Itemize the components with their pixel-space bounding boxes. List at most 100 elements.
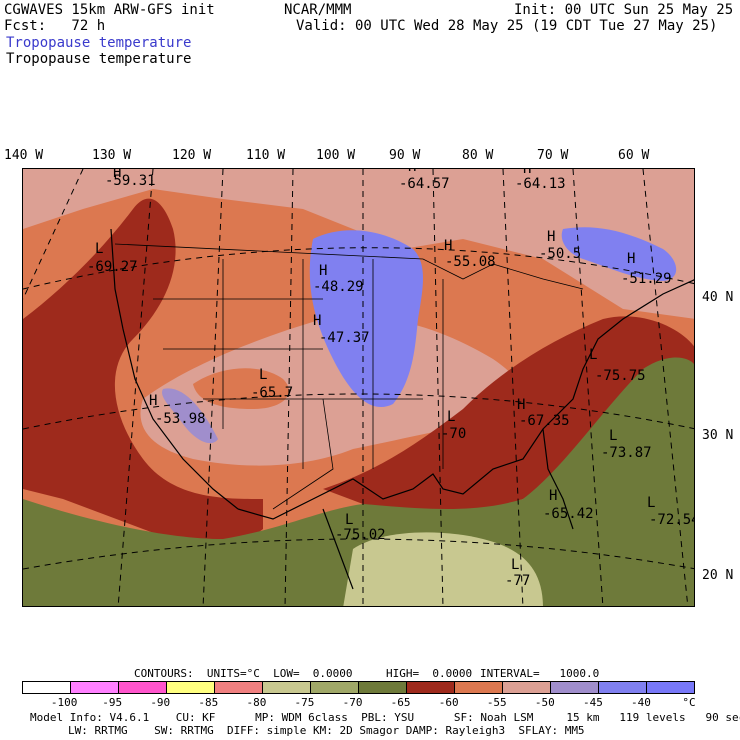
extremum-type: H xyxy=(549,488,557,504)
colorbar-segment xyxy=(119,682,167,693)
field-fill-darkred-pacific xyxy=(23,198,263,559)
lon-label: 130 W xyxy=(92,148,132,163)
extremum-type: H xyxy=(149,393,157,409)
field-fill-khaki-gulf xyxy=(343,532,543,606)
lon-label: 70 W xyxy=(537,148,569,163)
field-fill-pink-north xyxy=(23,169,694,319)
extremum-value: -65.42 xyxy=(543,506,594,522)
valid-time: Valid: 00 UTC Wed 28 May 25 (19 CDT Tue … xyxy=(296,18,718,34)
colorbar xyxy=(22,681,695,694)
colorbar-segment xyxy=(503,682,551,693)
contour-units: CONTOURS: UNITS=°C LOW= 0.0000 xyxy=(134,667,353,680)
lon-label: 120 W xyxy=(172,148,212,163)
colorbar-segment xyxy=(599,682,647,693)
lon-label: 90 W xyxy=(389,148,421,163)
extremum-value: -64.13 xyxy=(515,176,566,192)
extrema-labels: H -59.31 L -69.27 H -64.57 H -64.13 H -4… xyxy=(87,169,695,589)
extremum-value: -48.29 xyxy=(313,279,364,295)
extremum-type: H xyxy=(547,229,555,245)
graticule xyxy=(23,169,694,606)
map-canvas: H -59.31 L -69.27 H -64.57 H -64.13 H -4… xyxy=(23,169,695,606)
colorbar-tick-label: -70 xyxy=(342,696,363,709)
field-fill-purple-southwest xyxy=(162,388,218,444)
tropopause-temperature-map: H -59.31 L -69.27 H -64.57 H -64.13 H -4… xyxy=(22,168,695,607)
field-fill-blue-northeast xyxy=(561,227,677,281)
colorbar-tick-label: -95 xyxy=(102,696,123,709)
extremum-type: L xyxy=(609,428,617,444)
lat-label: 30 N xyxy=(702,428,734,443)
extremum-type: L xyxy=(647,495,655,511)
colorbar-segment xyxy=(551,682,599,693)
field-name-secondary: Tropopause temperature xyxy=(6,51,192,67)
colorbar-segment xyxy=(407,682,455,693)
extremum-value: -59.31 xyxy=(105,173,156,189)
model-info-line1: Model Info: V4.6.1 CU: KF MP: WDM 6class… xyxy=(30,711,740,724)
colorbar-tick-label: -85 xyxy=(198,696,219,709)
extremum-type: H xyxy=(113,169,121,181)
colorbar-segment xyxy=(71,682,119,693)
field-fill-blue-central xyxy=(309,230,423,407)
extremum-value: -67.35 xyxy=(519,413,570,429)
lat-label: 40 N xyxy=(702,290,734,305)
colorbar-tick-label: -80 xyxy=(246,696,267,709)
extremum-type: H xyxy=(313,313,321,329)
extremum-type: L xyxy=(589,347,597,363)
extremum-type: L xyxy=(511,557,519,573)
extremum-value: -65.7 xyxy=(251,385,293,401)
extremum-type: H xyxy=(523,169,531,177)
extremum-value: -53.98 xyxy=(155,411,206,427)
extremum-type: L xyxy=(447,409,455,425)
center-label: NCAR/MMM xyxy=(284,2,352,18)
extremum-type: L xyxy=(95,241,103,257)
colorbar-tick-label: -65 xyxy=(390,696,411,709)
field-fill-pink-central xyxy=(140,316,526,466)
contour-high: HIGH= 0.0000 xyxy=(386,667,473,680)
extremum-value: -50.5 xyxy=(539,246,581,262)
extremum-value: -55.08 xyxy=(445,254,496,270)
lon-label: 80 W xyxy=(462,148,494,163)
contour-interval: INTERVAL= 1000.0 xyxy=(480,667,600,680)
colorbar-tick-label: -60 xyxy=(438,696,459,709)
lon-label: 110 W xyxy=(246,148,286,163)
field-fill-darkred-southeast xyxy=(323,316,694,519)
colorbar-segment xyxy=(647,682,694,693)
colorbar-tick-label: -100 xyxy=(50,696,78,709)
model-info-line2: LW: RRTMG SW: RRTMG DIFF: simple KM: 2D … xyxy=(68,724,585,737)
lat-label: 20 N xyxy=(702,568,734,583)
colorbar-tick-label: -75 xyxy=(294,696,315,709)
field-name-primary: Tropopause temperature xyxy=(6,35,192,51)
extremum-value: -72.54 xyxy=(649,512,695,528)
extremum-type: L xyxy=(259,367,267,383)
extremum-type: L xyxy=(345,512,353,528)
extremum-value: -73.87 xyxy=(601,445,652,461)
extremum-type: H xyxy=(408,169,416,175)
extremum-value: -64.57 xyxy=(399,176,450,192)
colorbar-segment xyxy=(311,682,359,693)
colorbar-tick-label: -40 xyxy=(631,696,651,709)
lon-label: 100 W xyxy=(316,148,356,163)
colorbar-segment xyxy=(23,682,71,693)
colorbar-segment xyxy=(215,682,263,693)
extremum-type: H xyxy=(627,251,635,267)
colorbar-segment xyxy=(359,682,407,693)
extremum-value: -70 xyxy=(441,426,466,442)
colorbar-tick-label: -90 xyxy=(150,696,171,709)
model-title: CGWAVES 15km ARW-GFS init xyxy=(4,2,215,18)
extremum-type: H xyxy=(517,397,525,413)
lon-label: 60 W xyxy=(618,148,650,163)
colorbar-segment xyxy=(167,682,215,693)
extremum-value: -75.75 xyxy=(595,368,646,384)
colorbar-tick-label: -50 xyxy=(534,696,555,709)
lon-label: 140 W xyxy=(4,148,44,163)
extremum-value: -69.27 xyxy=(87,259,138,275)
colorbar-tick-label: -45 xyxy=(582,696,603,709)
extremum-type: H xyxy=(444,238,452,254)
forecast-hour: Fcst: 72 h xyxy=(4,18,106,34)
field-fill-olive-south xyxy=(23,357,694,606)
extremum-value: -47.37 xyxy=(319,330,370,346)
coastlines xyxy=(110,228,694,590)
colorbar-tick-label: °C xyxy=(682,696,696,709)
extremum-type: H xyxy=(319,263,327,279)
political-borders xyxy=(114,243,584,510)
extremum-value: -75.02 xyxy=(335,527,386,543)
